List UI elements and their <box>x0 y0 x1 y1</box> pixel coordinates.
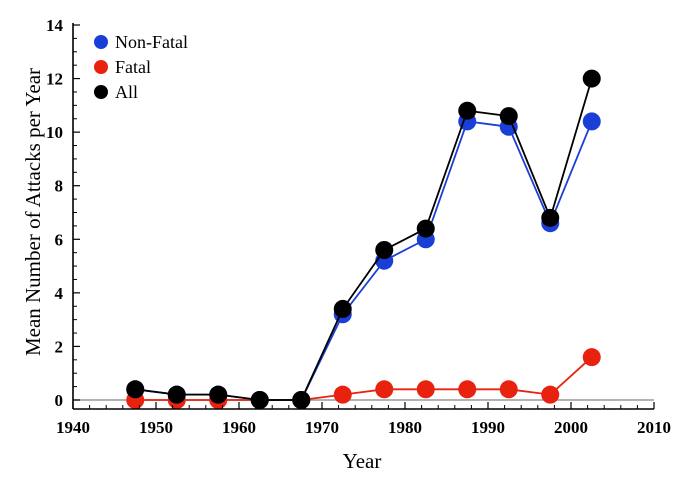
y-tick-label: 14 <box>46 16 64 35</box>
y-tick-label: 4 <box>55 284 64 303</box>
x-tick-label: 1950 <box>139 418 173 437</box>
y-tick-label: 8 <box>55 177 64 196</box>
y-tick-label: 2 <box>55 337 64 356</box>
x-tick-label: 2000 <box>554 418 588 437</box>
data-point-all <box>458 101 477 120</box>
data-point-fatal <box>499 380 518 399</box>
legend-marker-non-fatal <box>94 35 108 49</box>
x-tick-label: 1970 <box>305 418 339 437</box>
data-point-all <box>126 380 145 399</box>
x-tick-label: 1980 <box>388 418 422 437</box>
legend-label-fatal: Fatal <box>115 57 151 77</box>
legend-marker-all <box>94 85 108 99</box>
y-tick-label: 10 <box>46 123 63 142</box>
series-line-fatal <box>135 356 593 401</box>
y-tick-label: 12 <box>46 70 63 89</box>
series-line-non-fatal <box>135 120 593 401</box>
data-point-fatal <box>375 380 394 399</box>
legend-marker-fatal <box>94 60 108 74</box>
data-point-non-fatal <box>582 112 601 131</box>
data-point-fatal <box>416 380 435 399</box>
y-tick-label: 6 <box>55 230 64 249</box>
data-point-fatal <box>458 380 477 399</box>
x-tick-label: 1960 <box>222 418 256 437</box>
data-point-fatal <box>541 385 560 404</box>
series-group <box>126 69 601 409</box>
legend: Non-Fatal Fatal All <box>94 32 188 102</box>
legend-label-all: All <box>115 82 138 102</box>
data-point-all <box>375 241 394 259</box>
x-tick-label: 1990 <box>471 418 505 437</box>
x-tick-label: 2010 <box>637 418 671 437</box>
data-point-all <box>292 391 311 409</box>
y-axis-label: Mean Number of Attacks per Year <box>21 68 45 356</box>
data-point-fatal <box>582 348 601 367</box>
data-point-all <box>499 107 518 126</box>
y-tick-label: 0 <box>55 391 64 410</box>
series-line-all <box>135 78 593 401</box>
data-point-all <box>416 219 435 238</box>
data-point-all <box>333 299 352 318</box>
data-point-all <box>250 391 269 409</box>
data-point-all <box>541 208 560 227</box>
data-point-all <box>209 385 228 404</box>
data-point-all <box>582 69 601 88</box>
legend-label-non-fatal: Non-Fatal <box>115 32 188 52</box>
data-point-all <box>167 385 186 404</box>
x-tick-label: 1940 <box>56 418 90 437</box>
x-axis-label: Year <box>343 449 382 473</box>
axes-group: 0 2 4 6 8 10 12 14 1940 1950 1960 1970 1980 1990 2000 2… <box>46 16 671 437</box>
data-point-fatal <box>333 385 352 404</box>
